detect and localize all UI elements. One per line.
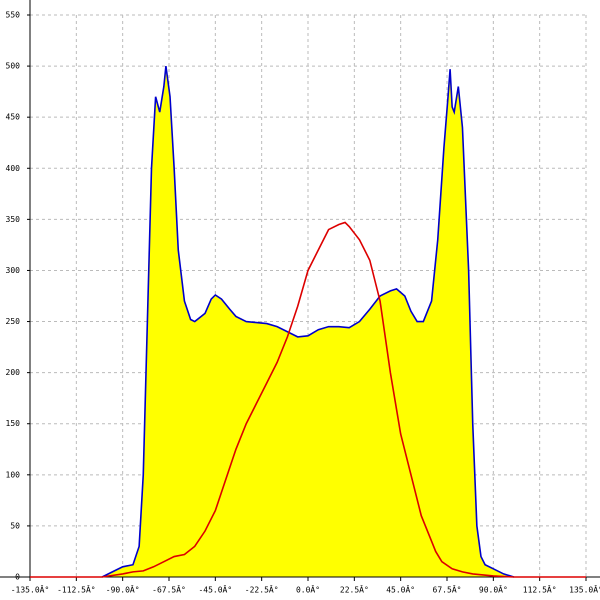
y-tick-label: 200 <box>6 368 21 377</box>
y-tick-label: 100 <box>6 470 21 479</box>
y-tick-label: 300 <box>6 266 21 275</box>
y-tick-label: 150 <box>6 419 21 428</box>
series-line <box>101 65 515 578</box>
x-tick-label: 135.0Â° <box>569 584 600 595</box>
x-tick-label: 45.0Â° <box>386 584 415 595</box>
x-tick-label: -112.5Â° <box>57 584 96 595</box>
x-tick-label: -135.0Â° <box>11 584 50 595</box>
x-tick-label: 90.0Â° <box>479 584 508 595</box>
x-tick-label: -90.0Â° <box>106 584 140 595</box>
series-line <box>30 221 586 578</box>
x-tick-label: 0.0Â° <box>296 584 320 595</box>
y-tick-label: 500 <box>6 62 21 71</box>
x-tick-label: 22.5Â° <box>340 584 369 595</box>
x-tick-label: 112.5Â° <box>523 584 557 595</box>
y-tick-label: 450 <box>6 113 21 122</box>
y-tick-label: 250 <box>6 317 21 326</box>
y-tick-label: 550 <box>6 11 21 20</box>
y-tick-label: 400 <box>6 164 21 173</box>
y-tick-label: 50 <box>10 521 20 530</box>
x-tick-label: 67.5Â° <box>433 584 462 595</box>
y-tick-label: 350 <box>6 215 21 224</box>
x-tick-label: -22.5Â° <box>245 584 279 595</box>
x-tick-label: -45.0Â° <box>198 584 232 595</box>
area-fill <box>102 66 514 577</box>
x-tick-label: -67.5Â° <box>152 584 186 595</box>
